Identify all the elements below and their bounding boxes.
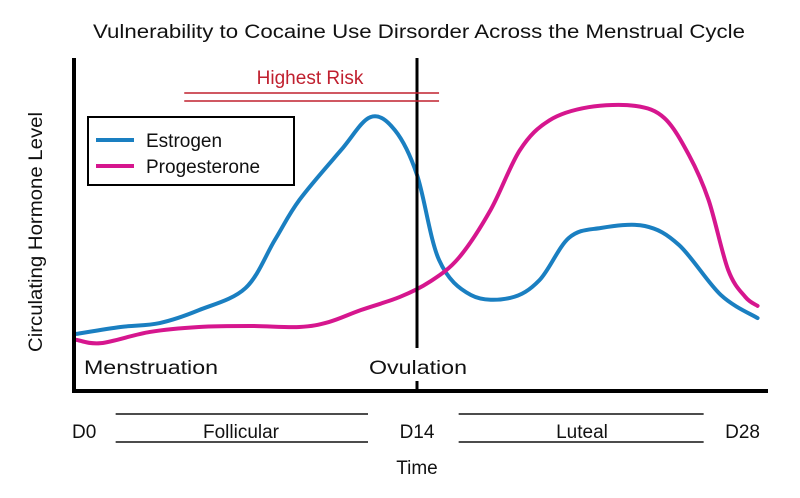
chart-title: Vulnerability to Cocaine Use Dirsorder A…	[93, 22, 745, 43]
ovulation-label: Ovulation	[369, 358, 467, 379]
legend-label-estrogen: Estrogen	[146, 131, 222, 152]
phase-label-luteal: Luteal	[556, 422, 608, 443]
legend-label-progesterone: Progesterone	[146, 157, 260, 178]
legend: Estrogen Progesterone	[87, 116, 295, 186]
phase-label-follicular: Follicular	[203, 422, 280, 443]
highest-risk-label: Highest Risk	[257, 68, 364, 89]
menstruation-label: Menstruation	[84, 358, 218, 379]
highest-risk-band	[184, 92, 440, 102]
series-line-progesterone	[74, 102, 760, 346]
x-tick-d0: D0	[72, 422, 96, 443]
legend-box	[87, 116, 295, 186]
y-axis-label: Circulating Hormone Level	[26, 112, 47, 352]
phase-brackets	[115, 413, 704, 443]
x-tick-d14: D14	[400, 422, 435, 443]
x-tick-d28: D28	[725, 422, 760, 443]
x-axis-label: Time	[396, 458, 438, 479]
